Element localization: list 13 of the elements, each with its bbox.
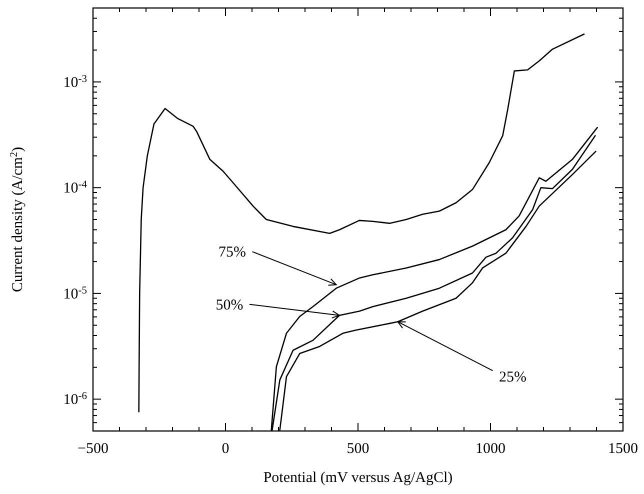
y-tick-label: 10$^{-4}$	[63, 179, 88, 197]
y-tick-label: 10$^{-3}$	[63, 73, 87, 91]
x-tick-label: 500	[346, 441, 370, 457]
annotation: 50%	[216, 297, 244, 314]
x-tick-label: −500	[78, 441, 108, 457]
annotation: 25%	[499, 370, 526, 386]
annotation: 75%	[218, 244, 246, 261]
y-tick-label: 10$^{-5}$	[63, 284, 87, 302]
x-axis-title: Potential (mV versus Ag/AgCl)	[263, 470, 453, 486]
x-tick-label: 1500	[608, 441, 638, 457]
x-tick-label: 0	[222, 441, 230, 457]
y-tick-label: 10$^{-6}$	[63, 390, 87, 408]
x-tick-label: 1000	[476, 441, 506, 457]
